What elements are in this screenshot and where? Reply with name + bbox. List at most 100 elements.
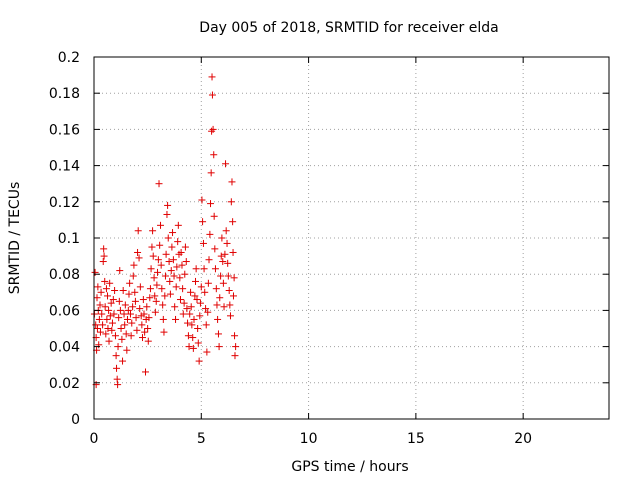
y-tick-label: 0.06 [49, 303, 80, 319]
data-point [151, 308, 159, 316]
data-point [173, 263, 181, 271]
data-point [212, 285, 220, 293]
data-point [229, 218, 237, 226]
data-point [126, 310, 134, 318]
data-point [176, 296, 184, 304]
data-point [106, 312, 114, 320]
data-point [204, 308, 212, 316]
data-point [151, 292, 159, 300]
data-point [102, 330, 110, 338]
x-tick-label: 10 [300, 431, 318, 447]
data-point [94, 283, 102, 291]
data-point [230, 274, 238, 282]
data-point [112, 352, 120, 360]
data-point [192, 265, 200, 273]
data-point [167, 267, 175, 275]
data-point [116, 306, 124, 314]
data-point [217, 272, 225, 280]
data-point [165, 258, 173, 266]
data-point [219, 279, 227, 287]
data-point [136, 283, 144, 291]
data-point [156, 241, 164, 249]
data-point [222, 227, 230, 235]
data-point [108, 326, 116, 334]
data-point [199, 239, 207, 247]
data-point [187, 288, 195, 296]
data-point [99, 321, 107, 329]
data-point [114, 381, 122, 389]
data-point [211, 245, 219, 253]
data-point [161, 292, 169, 300]
data-point [229, 248, 237, 256]
y-tick-label: 0.1 [58, 231, 80, 247]
data-point [115, 297, 123, 305]
data-point [214, 315, 222, 323]
data-point [174, 221, 182, 229]
data-point [208, 127, 216, 135]
data-point [169, 229, 177, 237]
x-axis-label: GPS time / hours [291, 459, 408, 475]
data-point [109, 296, 117, 304]
data-point [187, 303, 195, 311]
data-point [122, 330, 130, 338]
data-point [201, 288, 209, 296]
data-point [224, 272, 232, 280]
data-point [147, 265, 155, 273]
data-point [91, 268, 99, 276]
data-point [134, 248, 142, 256]
data-point [205, 256, 213, 264]
data-point [114, 343, 122, 351]
y-tick-labels: 0 0.02 0.04 0.06 0.08 0.1 0.12 0.14 0.16 0.18 0.2 [49, 50, 80, 428]
data-point [105, 306, 113, 314]
data-point [166, 277, 174, 285]
data-point [170, 272, 178, 280]
data-point [121, 301, 129, 309]
data-point [111, 332, 119, 340]
data-point [169, 256, 177, 264]
data-point [208, 73, 216, 81]
data-point [130, 261, 138, 269]
data-point [129, 272, 137, 280]
data-point [163, 210, 171, 218]
data-point [106, 279, 114, 287]
data-point [227, 198, 235, 206]
data-point [210, 212, 218, 220]
data-point [99, 258, 107, 266]
data-point [119, 357, 127, 365]
data-point [136, 305, 144, 313]
data-point [226, 301, 234, 309]
data-point [229, 292, 237, 300]
data-point [181, 270, 189, 278]
data-point [174, 238, 182, 246]
data-point [159, 315, 167, 323]
data-point [134, 227, 142, 235]
data-point [168, 243, 176, 251]
data-point [215, 343, 223, 351]
data-point [118, 335, 126, 343]
data-point [104, 292, 112, 300]
data-point [113, 364, 121, 372]
x-tick-label: 5 [197, 431, 206, 447]
data-point [95, 341, 103, 349]
data-point [105, 337, 113, 345]
data-points [90, 73, 240, 389]
data-point [154, 268, 162, 276]
data-point [146, 285, 154, 293]
data-point [226, 312, 234, 320]
gridlines [94, 57, 609, 419]
data-point [184, 319, 192, 327]
data-point [188, 321, 196, 329]
data-point [176, 274, 184, 282]
data-point [129, 303, 137, 311]
data-point [162, 250, 170, 258]
data-point [93, 325, 101, 332]
data-point [143, 303, 151, 311]
data-point [231, 352, 239, 360]
data-point [132, 314, 140, 322]
y-tick-label: 0.16 [49, 122, 80, 138]
data-point [219, 258, 227, 266]
y-tick-label: 0.18 [49, 86, 80, 102]
data-point [191, 292, 199, 300]
data-point [183, 305, 191, 313]
data-point [100, 245, 108, 253]
